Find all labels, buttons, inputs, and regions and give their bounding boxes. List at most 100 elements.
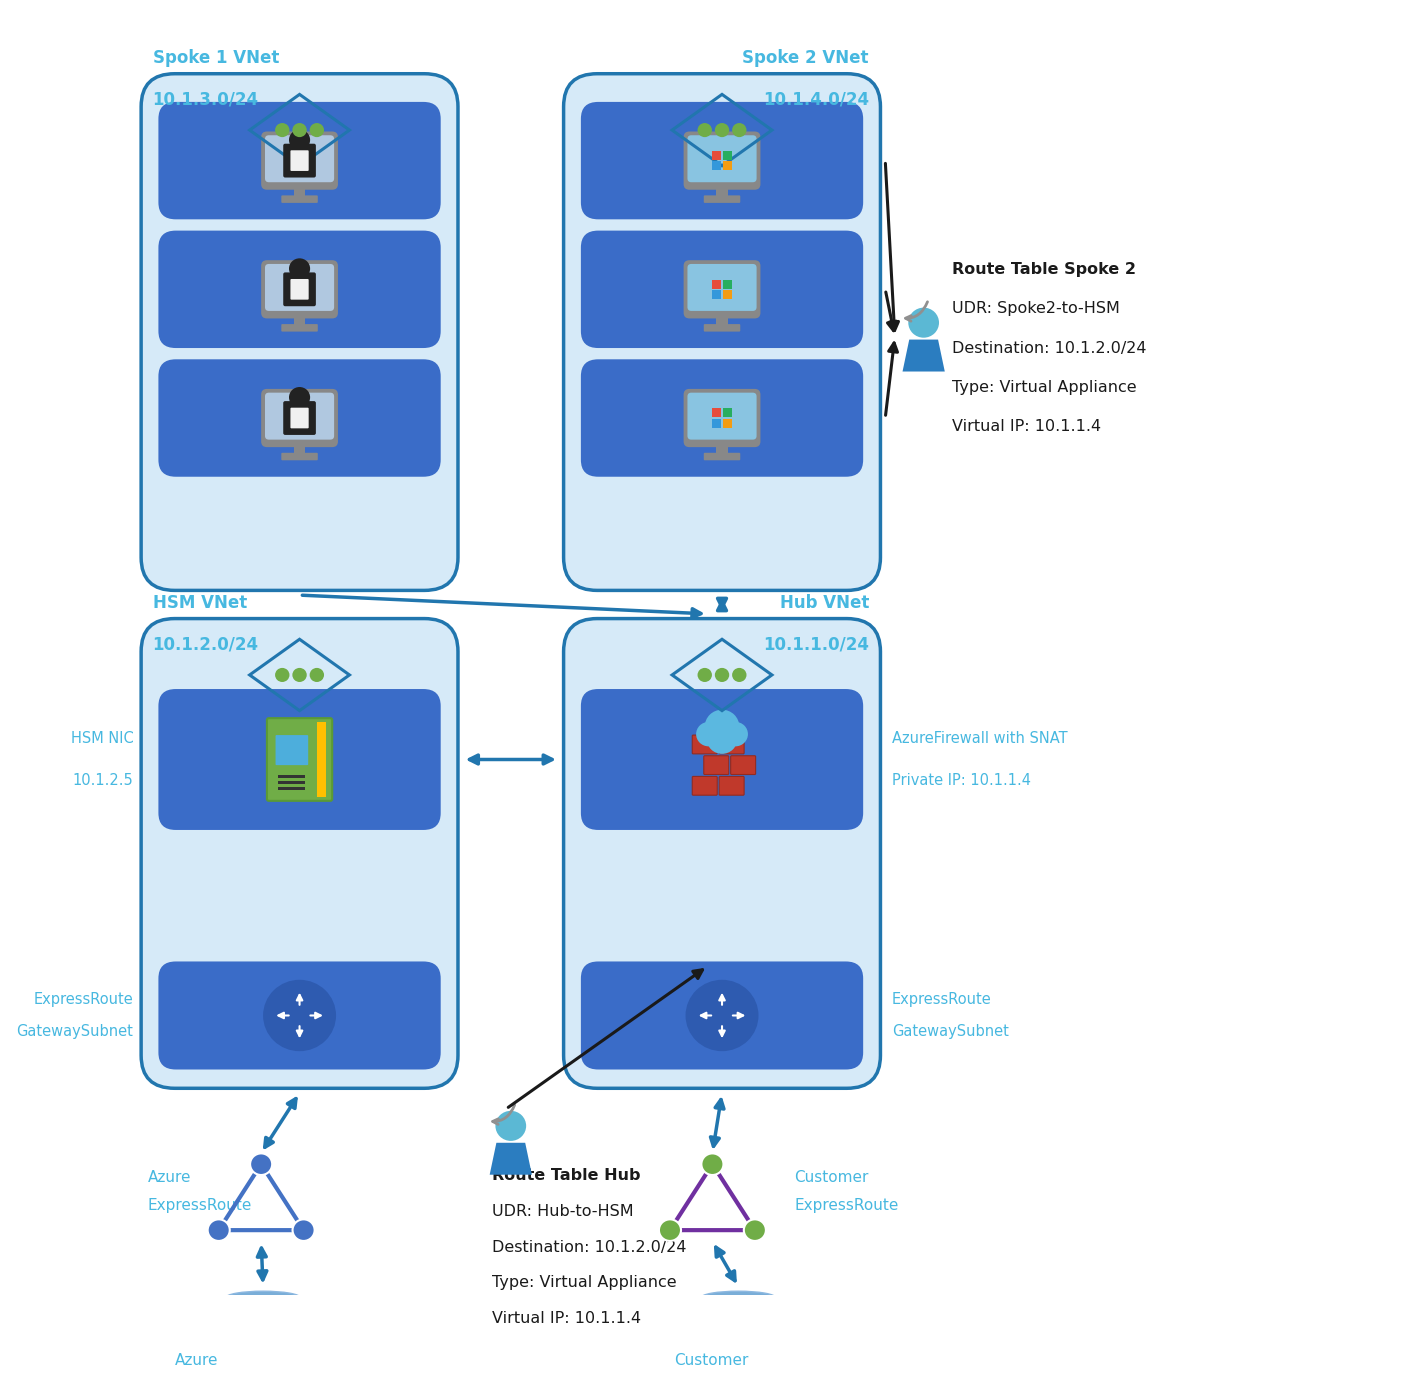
FancyBboxPatch shape xyxy=(290,280,308,300)
Text: Azure: Azure xyxy=(175,1354,218,1369)
Circle shape xyxy=(697,123,712,138)
FancyBboxPatch shape xyxy=(279,786,306,789)
FancyBboxPatch shape xyxy=(712,409,721,417)
FancyBboxPatch shape xyxy=(265,264,334,311)
FancyBboxPatch shape xyxy=(260,388,338,448)
Text: Hub VNet: Hub VNet xyxy=(780,593,869,611)
Circle shape xyxy=(310,123,324,138)
FancyBboxPatch shape xyxy=(717,189,728,200)
FancyBboxPatch shape xyxy=(719,735,743,753)
Circle shape xyxy=(289,387,310,408)
FancyBboxPatch shape xyxy=(722,409,732,417)
FancyBboxPatch shape xyxy=(722,280,732,289)
Text: ExpressRoute: ExpressRoute xyxy=(34,991,134,1007)
FancyBboxPatch shape xyxy=(215,1297,294,1322)
Text: UDR: Spoke2-to-HSM: UDR: Spoke2-to-HSM xyxy=(952,302,1121,317)
Circle shape xyxy=(263,980,337,1051)
FancyBboxPatch shape xyxy=(722,161,732,171)
FancyBboxPatch shape xyxy=(582,359,863,476)
FancyBboxPatch shape xyxy=(290,408,308,428)
FancyBboxPatch shape xyxy=(582,230,863,348)
Circle shape xyxy=(908,307,939,337)
FancyBboxPatch shape xyxy=(582,688,863,830)
Text: Virtual IP: 10.1.1.4: Virtual IP: 10.1.1.4 xyxy=(491,1311,641,1326)
FancyBboxPatch shape xyxy=(159,359,441,476)
FancyBboxPatch shape xyxy=(563,618,880,1088)
Text: ExpressRoute: ExpressRoute xyxy=(893,991,991,1007)
FancyBboxPatch shape xyxy=(141,74,458,591)
Text: Spoke 2 VNet: Spoke 2 VNet xyxy=(742,50,869,67)
FancyBboxPatch shape xyxy=(159,102,441,219)
Circle shape xyxy=(275,123,290,138)
Circle shape xyxy=(732,668,746,682)
Circle shape xyxy=(715,668,729,682)
Circle shape xyxy=(251,1154,272,1175)
Ellipse shape xyxy=(225,1292,300,1304)
Circle shape xyxy=(659,1220,681,1241)
Circle shape xyxy=(207,1220,230,1241)
Text: Type: Virtual Appliance: Type: Virtual Appliance xyxy=(952,380,1138,395)
Circle shape xyxy=(732,123,746,138)
Text: Customer: Customer xyxy=(794,1170,869,1186)
Text: Destination: 10.1.2.0/24: Destination: 10.1.2.0/24 xyxy=(952,340,1148,355)
FancyBboxPatch shape xyxy=(283,273,315,306)
Text: 10.1.2.0/24: 10.1.2.0/24 xyxy=(152,636,259,654)
FancyBboxPatch shape xyxy=(693,735,717,753)
Text: 10.1.4.0/24: 10.1.4.0/24 xyxy=(763,91,869,109)
Circle shape xyxy=(293,1220,314,1241)
FancyBboxPatch shape xyxy=(684,131,760,190)
Text: 10.1.1.0/24: 10.1.1.0/24 xyxy=(763,636,869,654)
FancyBboxPatch shape xyxy=(582,961,863,1070)
Text: GatewaySubnet: GatewaySubnet xyxy=(893,1024,1010,1040)
Circle shape xyxy=(293,123,307,138)
FancyBboxPatch shape xyxy=(712,291,721,299)
Circle shape xyxy=(722,722,748,746)
Text: GatewaySubnet: GatewaySubnet xyxy=(17,1024,134,1040)
FancyBboxPatch shape xyxy=(684,260,760,318)
Text: HSM NIC: HSM NIC xyxy=(70,731,134,746)
FancyBboxPatch shape xyxy=(282,453,318,460)
Circle shape xyxy=(289,129,310,150)
Circle shape xyxy=(496,1111,527,1142)
FancyBboxPatch shape xyxy=(731,756,756,774)
Text: Azure: Azure xyxy=(148,1170,191,1186)
FancyBboxPatch shape xyxy=(693,777,717,795)
FancyBboxPatch shape xyxy=(317,722,327,797)
FancyBboxPatch shape xyxy=(282,324,318,332)
FancyBboxPatch shape xyxy=(265,135,334,182)
FancyBboxPatch shape xyxy=(279,781,306,784)
FancyBboxPatch shape xyxy=(294,189,306,200)
FancyBboxPatch shape xyxy=(674,1332,753,1356)
FancyBboxPatch shape xyxy=(687,135,756,182)
Circle shape xyxy=(743,1220,766,1241)
FancyBboxPatch shape xyxy=(563,74,880,591)
Circle shape xyxy=(715,123,729,138)
Circle shape xyxy=(293,668,307,682)
Text: Route Table Hub: Route Table Hub xyxy=(491,1168,641,1183)
FancyBboxPatch shape xyxy=(283,143,315,178)
FancyBboxPatch shape xyxy=(717,446,728,457)
FancyBboxPatch shape xyxy=(722,291,732,299)
FancyBboxPatch shape xyxy=(200,1332,279,1356)
FancyBboxPatch shape xyxy=(712,419,721,428)
FancyBboxPatch shape xyxy=(687,264,756,311)
Text: Route Table Spoke 2: Route Table Spoke 2 xyxy=(952,262,1136,277)
Text: ExpressRoute: ExpressRoute xyxy=(794,1198,898,1213)
Polygon shape xyxy=(490,1143,532,1175)
Circle shape xyxy=(696,722,721,746)
Circle shape xyxy=(697,668,712,682)
Circle shape xyxy=(289,259,310,280)
FancyBboxPatch shape xyxy=(690,1297,769,1322)
FancyBboxPatch shape xyxy=(717,318,728,329)
Text: AzureFirewall with SNAT: AzureFirewall with SNAT xyxy=(893,731,1067,746)
FancyBboxPatch shape xyxy=(704,453,741,460)
Text: Spoke 1 VNet: Spoke 1 VNet xyxy=(152,50,279,67)
Circle shape xyxy=(705,709,739,744)
FancyBboxPatch shape xyxy=(704,196,741,202)
FancyBboxPatch shape xyxy=(687,392,756,439)
Text: Virtual IP: 10.1.1.4: Virtual IP: 10.1.1.4 xyxy=(952,420,1101,434)
FancyBboxPatch shape xyxy=(722,419,732,428)
FancyBboxPatch shape xyxy=(159,961,441,1070)
Circle shape xyxy=(310,668,324,682)
Text: Private IP: 10.1.1.4: Private IP: 10.1.1.4 xyxy=(893,772,1031,788)
